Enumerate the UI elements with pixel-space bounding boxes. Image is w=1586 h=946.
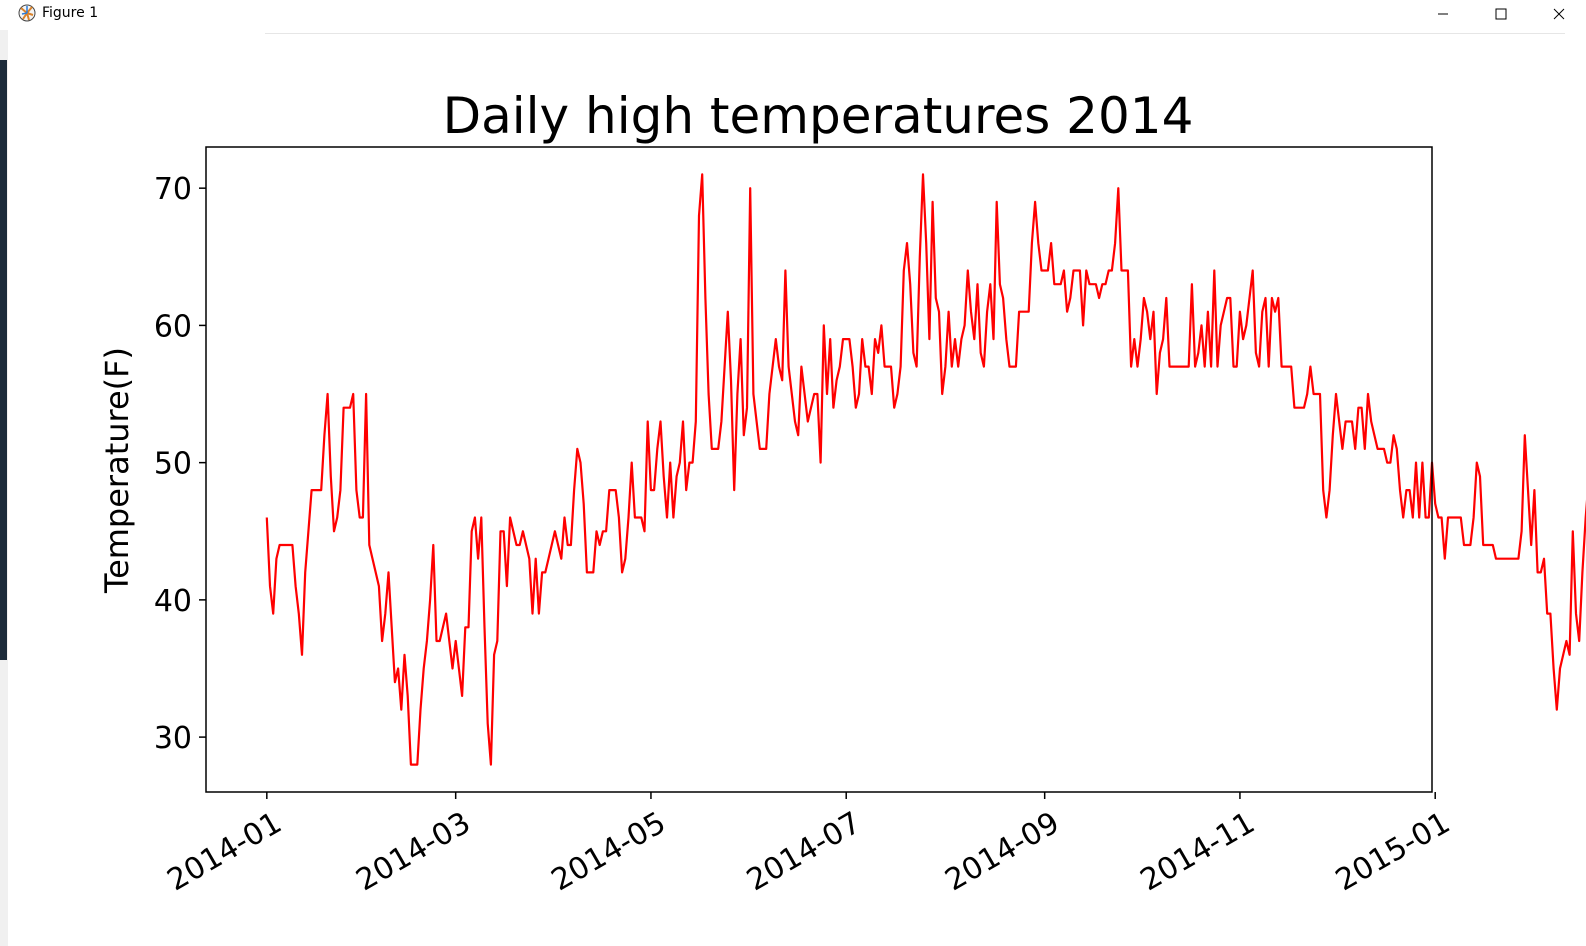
matplotlib-icon — [18, 4, 36, 22]
maximize-icon[interactable] — [1478, 0, 1524, 30]
x-tick-label: 2014-01 — [162, 805, 288, 898]
x-tick-label: 2014-03 — [350, 805, 476, 898]
y-tick-label: 60 — [154, 309, 192, 344]
toolbar-separator — [265, 33, 1565, 34]
x-tick-label: 2014-09 — [939, 805, 1065, 898]
chart-title: Daily high temperatures 2014 — [443, 87, 1194, 145]
x-tick-label: 2014-11 — [1135, 805, 1261, 898]
y-tick-label: 50 — [154, 447, 192, 482]
plot-frame — [205, 146, 1433, 793]
x-tick-label: 2014-07 — [741, 805, 867, 898]
x-tick-label: 2015-01 — [1330, 805, 1456, 898]
y-axis-label: Temperature(F) — [98, 347, 136, 594]
y-tick-label: 70 — [154, 172, 192, 207]
y-tick-label: 40 — [154, 584, 192, 619]
minimize-icon[interactable] — [1420, 0, 1466, 30]
x-tick-label: 2014-05 — [546, 805, 672, 898]
y-tick-label: 30 — [154, 721, 192, 756]
close-icon[interactable] — [1536, 0, 1582, 30]
window-title: Figure 1 — [42, 5, 99, 21]
series-line-temperature — [265, 173, 1586, 766]
background-window-edge-dark — [0, 60, 7, 660]
window-titlebar: Figure 1 — [0, 0, 1586, 30]
